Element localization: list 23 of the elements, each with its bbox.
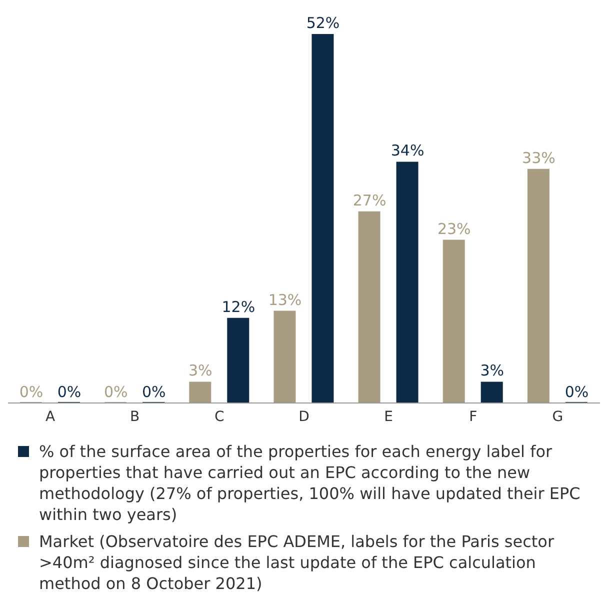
legend-label: Market (Observatoire des EPC ADEME, labels for the Paris sector >40m² diagnosed since the last update of the EPC calculation method on 8 October 2021)	[39, 531, 556, 594]
x-tick-label: D	[298, 408, 310, 425]
data-label: 13%	[268, 290, 302, 309]
x-tick-label: C	[214, 408, 225, 425]
data-label: 52%	[306, 14, 340, 32]
x-tick-label: F	[469, 408, 478, 425]
data-label: 23%	[437, 220, 471, 238]
data-label: 12%	[222, 298, 256, 316]
data-label: 33%	[522, 148, 556, 167]
x-tick-label: E	[384, 408, 393, 425]
x-tick-label: B	[130, 408, 140, 425]
x-tick-label: A	[45, 408, 56, 425]
data-label: 0%	[104, 383, 128, 401]
data-label: 3%	[188, 362, 212, 380]
data-label: 0%	[142, 383, 166, 401]
data-label: 34%	[390, 142, 424, 160]
data-label: 3%	[480, 362, 504, 380]
data-label: 27%	[352, 191, 386, 210]
data-label: 0%	[19, 383, 44, 401]
data-label: 0%	[564, 383, 589, 401]
data-label: 0%	[57, 383, 82, 401]
x-tick-label: G	[552, 408, 564, 425]
legend-label: % of the surface area of the properties for each energy label for properties that have carried out an EPC according to the new methodology (27% of properties, 100% will have updated their EPC within two years)	[39, 441, 582, 525]
